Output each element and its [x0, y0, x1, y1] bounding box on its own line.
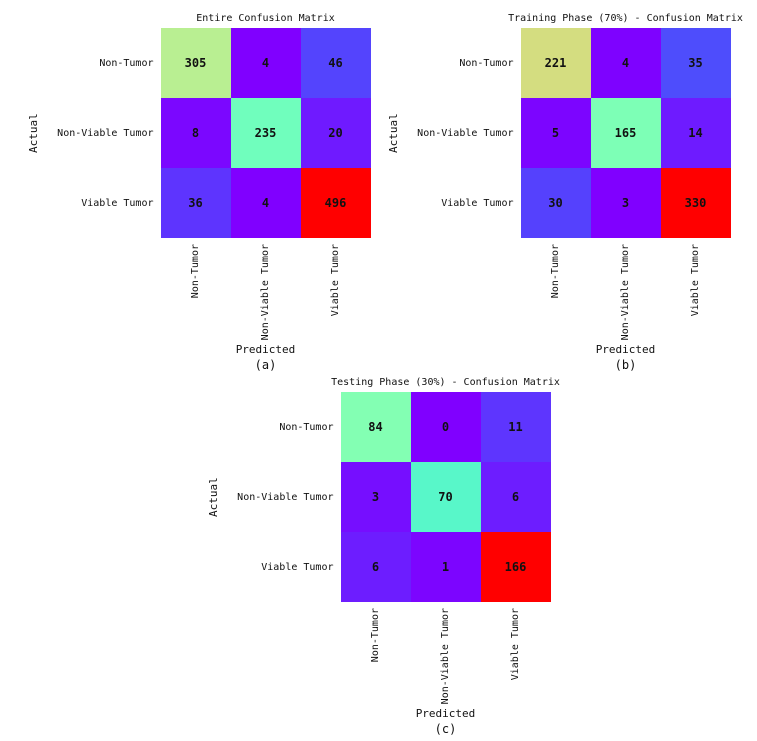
matrix-cell: 165 [590, 98, 661, 168]
matrix-cell: 6 [340, 532, 411, 602]
chart-title: Testing Phase (30%) - Confusion Matrix [331, 372, 560, 392]
y-tick-label: Non-Tumor [279, 421, 334, 433]
matrix-cell: 4 [590, 28, 661, 98]
y-tick-label: Viable Tumor [261, 561, 334, 573]
y-axis-label: Actual [26, 113, 40, 153]
x-axis-label: Predicted [415, 707, 476, 720]
chart-title-text: Testing Phase (30%) - Confusion Matrix [331, 377, 560, 388]
x-tick-label: Viable Tumor [330, 244, 341, 317]
y-tick-label: Non-Tumor [459, 57, 514, 69]
matrix-cell: 221 [520, 28, 591, 98]
y-axis-label: Actual [386, 113, 400, 153]
matrix-cell: 3 [590, 168, 661, 238]
matrix-cell: 46 [300, 28, 371, 98]
panel-letter: (b) [614, 358, 637, 372]
y-tick-label: Non-Tumor [99, 57, 154, 69]
y-tick-label: Non-Viable Tumor [57, 127, 154, 139]
matrix-cell: 6 [480, 462, 551, 532]
matrix-cell: 0 [410, 392, 481, 462]
matrix-cell: 305 [160, 28, 231, 98]
x-tick-label: Non-Viable Tumor [260, 244, 271, 341]
panel-letter: (a) [254, 358, 277, 372]
x-tick-label: Non-Tumor [550, 244, 561, 299]
x-tick-label: Non-Tumor [370, 608, 381, 663]
x-tick-label: Non-Viable Tumor [440, 608, 451, 705]
heatmap-grid: 84 0 11 3 70 6 6 1 166 [340, 392, 551, 602]
x-tick-label: Viable Tumor [690, 244, 701, 317]
x-tick-labels: Non-Tumor Non-Viable Tumor Viable Tumor [341, 602, 551, 704]
panel-testing: Testing Phase (30%) - Confusion Matrix A… [206, 372, 560, 736]
x-tick-label: Viable Tumor [510, 608, 521, 681]
y-tick-labels: Non-Tumor Non-Viable Tumor Viable Tumor [43, 28, 161, 238]
matrix-cell: 8 [160, 98, 231, 168]
matrix-cell: 4 [230, 28, 301, 98]
x-axis-label: Predicted [595, 343, 656, 356]
y-tick-label: Viable Tumor [81, 197, 154, 209]
heatmap-grid: 221 4 35 5 165 14 30 3 330 [520, 28, 731, 238]
matrix-cell: 496 [300, 168, 371, 238]
matrix-cell: 5 [520, 98, 591, 168]
y-axis-label: Actual [206, 477, 220, 517]
top-row: Entire Confusion Matrix Actual Non-Tumor… [0, 8, 757, 372]
bottom-row: Testing Phase (30%) - Confusion Matrix A… [0, 372, 757, 736]
matrix-cell: 36 [160, 168, 231, 238]
chart-title-text: Entire Confusion Matrix [196, 13, 335, 24]
matrix-cell: 1 [410, 532, 481, 602]
y-tick-labels: Non-Tumor Non-Viable Tumor Viable Tumor [403, 28, 521, 238]
y-tick-labels: Non-Tumor Non-Viable Tumor Viable Tumor [223, 392, 341, 602]
x-axis-label: Predicted [235, 343, 296, 356]
y-tick-label: Non-Viable Tumor [417, 127, 514, 139]
matrix-cell: 330 [660, 168, 731, 238]
y-tick-label: Viable Tumor [441, 197, 514, 209]
matrix-cell: 30 [520, 168, 591, 238]
panel-training: Training Phase (70%) - Confusion Matrix … [386, 8, 743, 372]
matrix-cell: 70 [410, 462, 481, 532]
matrix-cell: 4 [230, 168, 301, 238]
matrix-cell: 166 [480, 532, 551, 602]
panel-entire: Entire Confusion Matrix Actual Non-Tumor… [27, 8, 371, 372]
chart-title: Training Phase (70%) - Confusion Matrix [508, 8, 743, 28]
matrix-cell: 235 [230, 98, 301, 168]
matrix-cell: 84 [340, 392, 411, 462]
x-tick-label: Non-Viable Tumor [620, 244, 631, 341]
heatmap-grid: 305 4 46 8 235 20 36 4 496 [160, 28, 371, 238]
matrix-cell: 20 [300, 98, 371, 168]
matrix-cell: 35 [660, 28, 731, 98]
x-tick-labels: Non-Tumor Non-Viable Tumor Viable Tumor [161, 238, 371, 340]
y-tick-label: Non-Viable Tumor [237, 491, 334, 503]
matrix-cell: 11 [480, 392, 551, 462]
matrix-cell: 14 [660, 98, 731, 168]
x-tick-labels: Non-Tumor Non-Viable Tumor Viable Tumor [521, 238, 731, 340]
x-tick-label: Non-Tumor [190, 244, 201, 299]
chart-title-text: Training Phase (70%) - Confusion Matrix [508, 13, 743, 24]
matrix-cell: 3 [340, 462, 411, 532]
panel-letter: (c) [434, 722, 457, 736]
chart-title: Entire Confusion Matrix [161, 8, 371, 28]
